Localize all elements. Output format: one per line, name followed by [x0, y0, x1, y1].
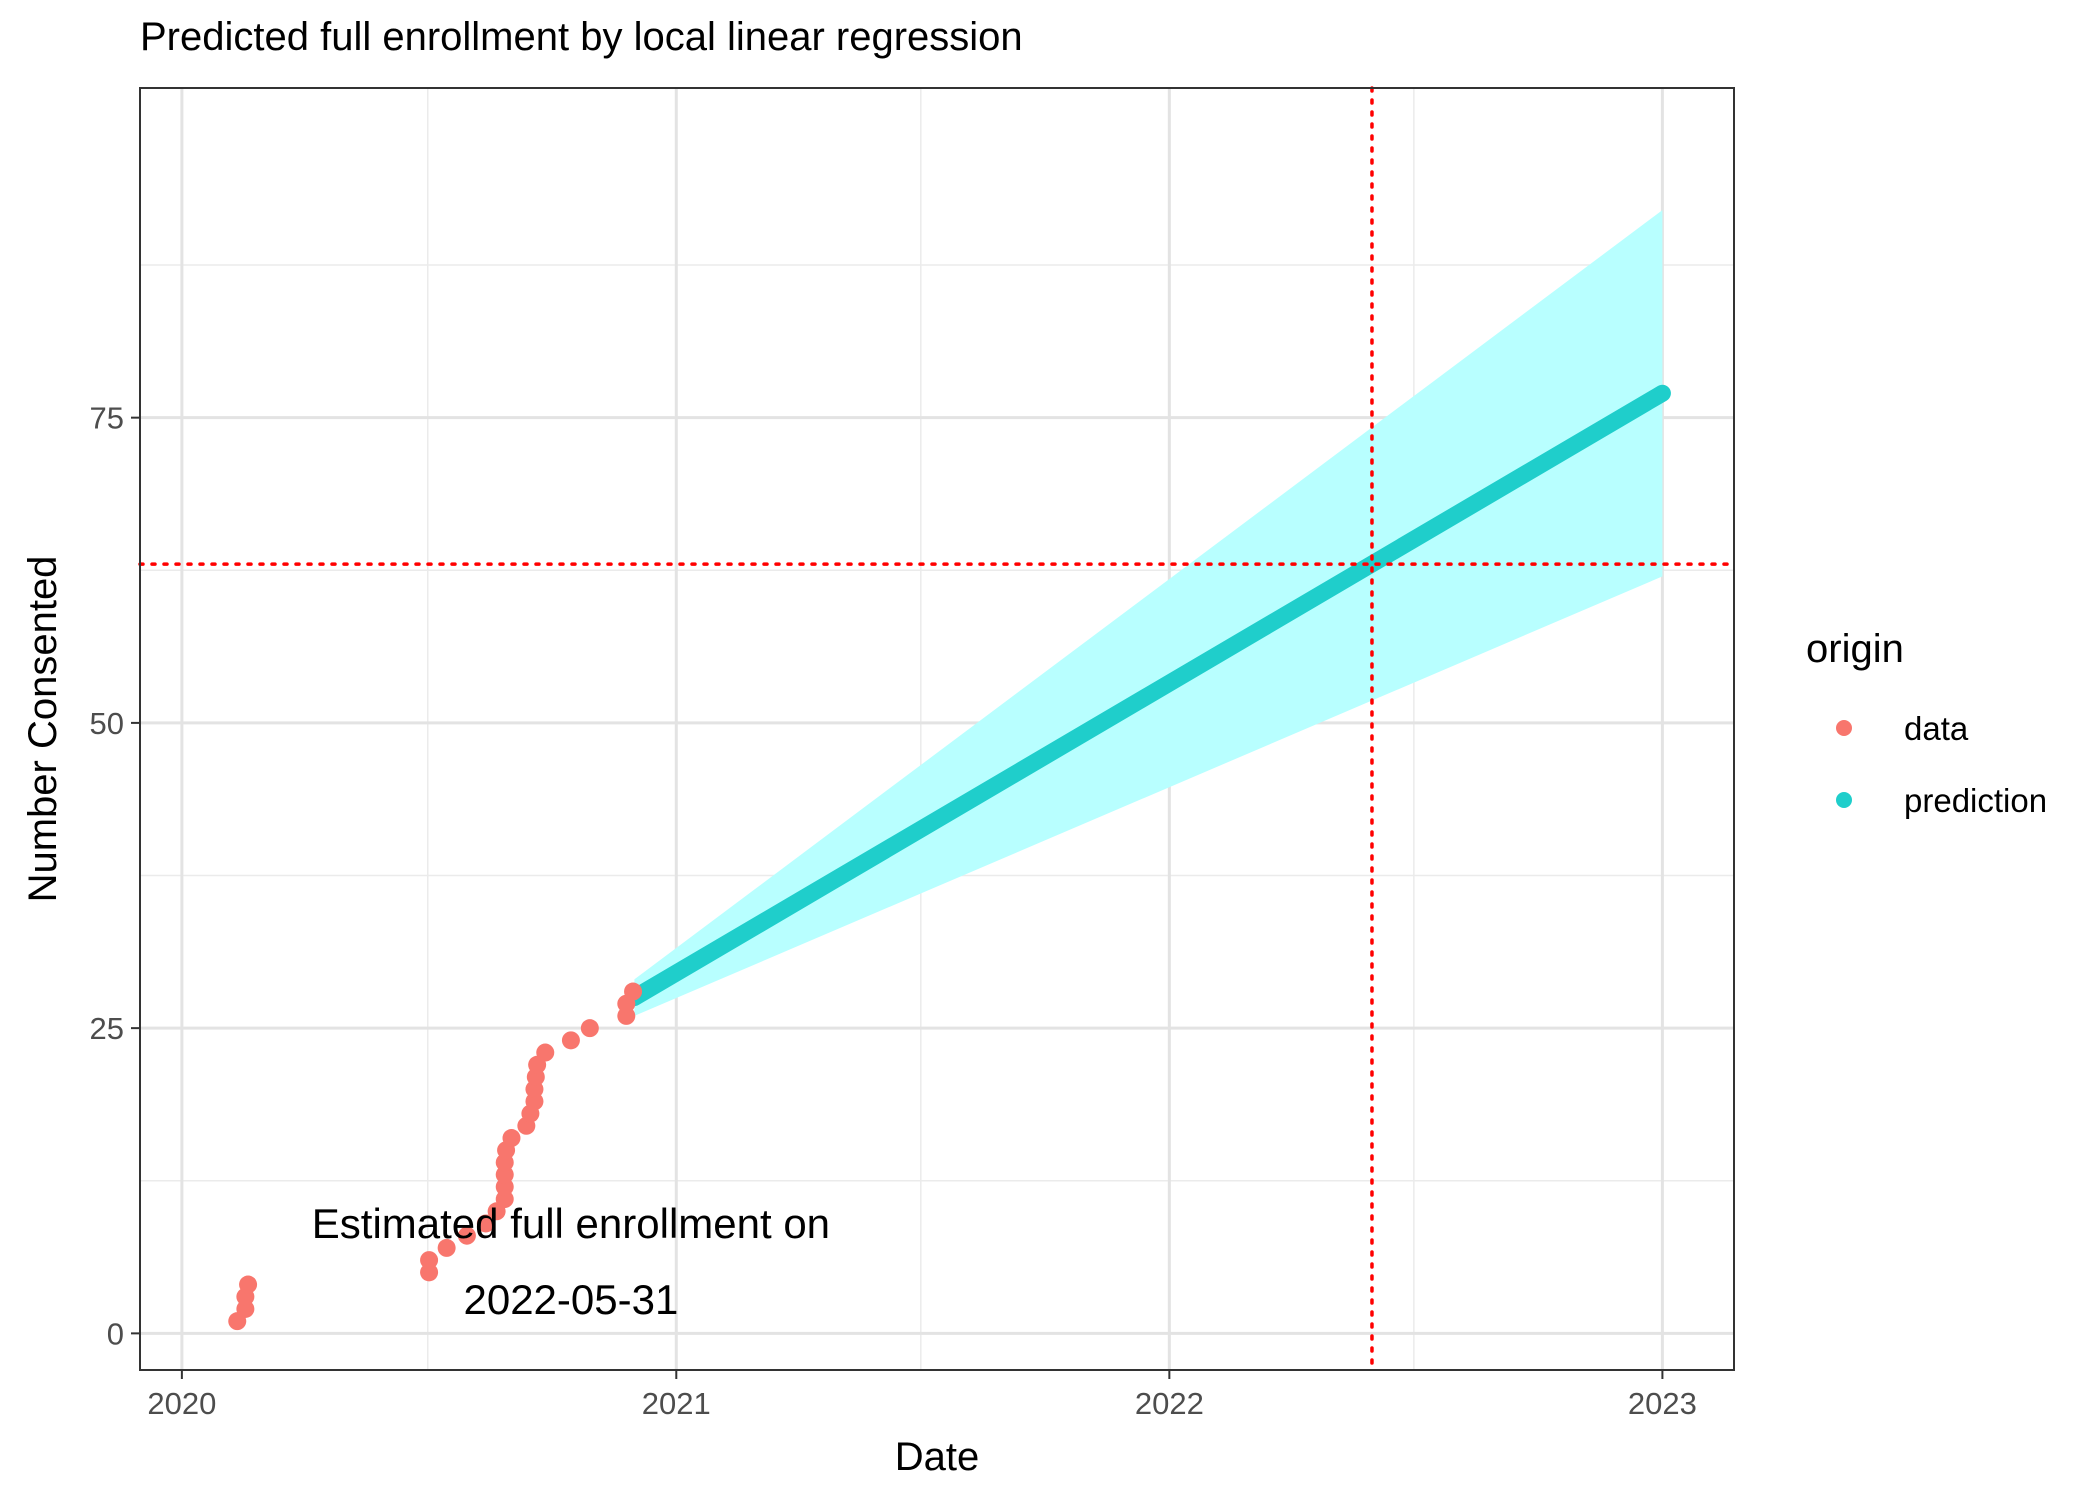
data-point — [580, 1019, 599, 1038]
legend-key-prediction — [1836, 792, 1852, 808]
x-tick-label: 2020 — [147, 1386, 216, 1421]
prediction-line — [625, 384, 1671, 1007]
prediction-confidence-band — [634, 210, 1663, 1016]
y-tick-label: 50 — [90, 706, 124, 741]
x-tick-label: 2021 — [642, 1386, 711, 1421]
data-point — [239, 1275, 258, 1294]
data-point — [536, 1043, 555, 1062]
data-points — [228, 982, 643, 1331]
annotation-line-2: 2022-05-31 — [463, 1276, 678, 1323]
data-point — [457, 1226, 476, 1245]
panel-background — [140, 88, 1734, 1370]
panel-border — [139, 87, 1735, 1371]
data-point — [420, 1251, 439, 1270]
legend: origin data prediction — [1806, 627, 2047, 819]
data-point — [437, 1238, 456, 1257]
data-point — [624, 982, 643, 1001]
x-axis: 2020 2021 2022 2023 — [147, 1370, 1697, 1421]
y-axis-label: Number Consented — [21, 556, 65, 903]
legend-title: origin — [1806, 627, 1904, 671]
chart-title: Predicted full enrollment by local linea… — [140, 15, 1023, 59]
y-axis: 0 25 50 75 — [90, 401, 140, 1351]
y-tick-label: 25 — [90, 1011, 124, 1046]
plot-area: Estimated full enrollment on 2022-05-31 — [138, 86, 1736, 1372]
y-tick-label: 75 — [90, 401, 124, 436]
annotation-line-1: Estimated full enrollment on — [312, 1200, 830, 1247]
legend-key-data — [1836, 720, 1852, 736]
data-point — [476, 1214, 495, 1233]
legend-label-data: data — [1904, 710, 1969, 747]
y-tick-label: 0 — [107, 1316, 124, 1351]
x-axis-label: Date — [895, 1435, 980, 1479]
x-tick-label: 2022 — [1135, 1386, 1204, 1421]
legend-label-prediction: prediction — [1904, 782, 2047, 819]
data-point — [502, 1129, 521, 1148]
data-point — [561, 1031, 580, 1050]
x-tick-label: 2023 — [1628, 1386, 1697, 1421]
